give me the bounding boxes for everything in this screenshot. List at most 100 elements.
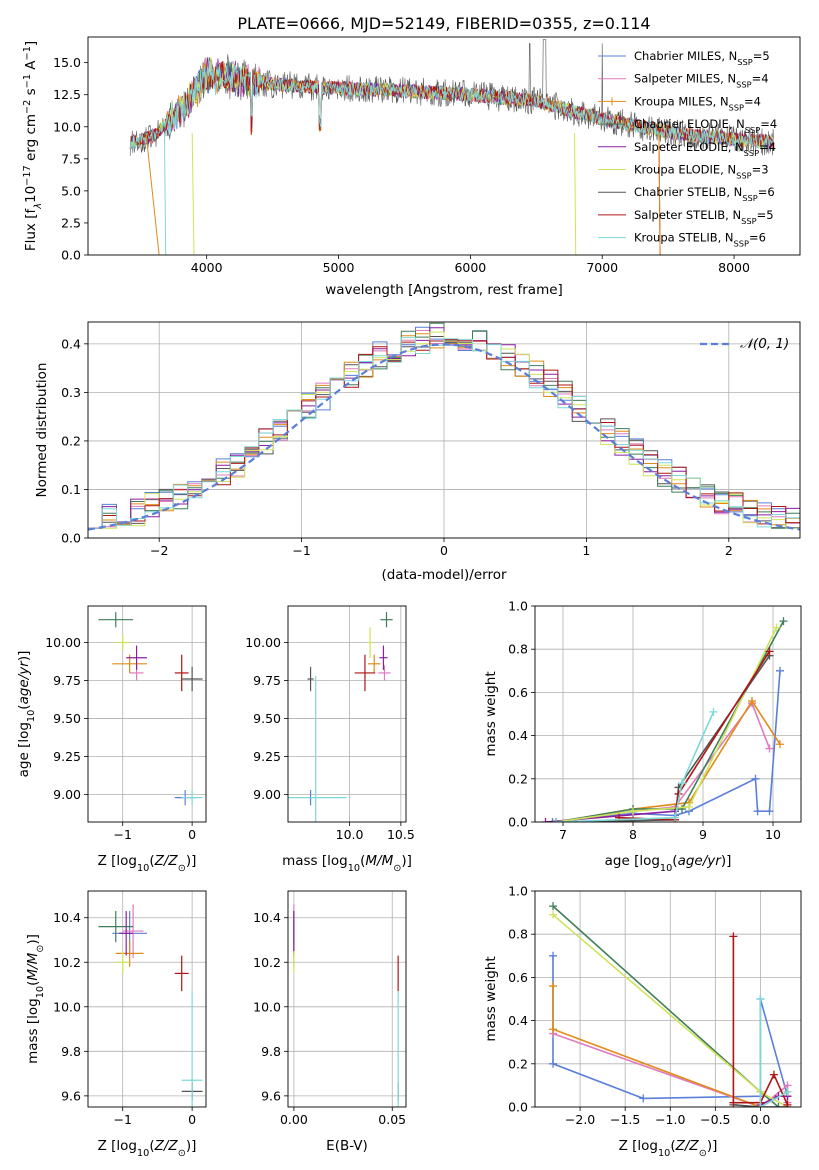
- y-tick-label: 10.4: [53, 910, 81, 925]
- y-tick-label: 10.4: [253, 910, 281, 925]
- plot-area: [88, 322, 800, 531]
- x-tick-label: 9: [699, 827, 707, 842]
- y-tick-label: 9.8: [61, 1044, 81, 1059]
- x-tick-label: 10: [765, 827, 781, 842]
- data-point: [548, 818, 557, 822]
- x-tick-label: −1: [113, 1112, 131, 1127]
- axes-frame: [87, 605, 207, 823]
- x-tick-label: −1: [113, 827, 131, 842]
- chart-mass_vs_EBV: 0.00 0.05 9.6 9.8 10.0 10.2 10.4: [253, 890, 407, 1127]
- x-tick-label: 2: [725, 543, 733, 558]
- x-tick-label: −0.5: [700, 1112, 730, 1127]
- legend-label: Kroupa STELIB, NSSP=6: [634, 231, 766, 249]
- data-point: [549, 910, 558, 919]
- plot-area: [549, 902, 792, 1107]
- data-point: [776, 666, 784, 675]
- data-point: [549, 951, 558, 960]
- x-tick-label: 0: [440, 543, 448, 558]
- y-tick-label: 9.75: [53, 673, 81, 688]
- y-tick-label: 0.3: [61, 385, 81, 400]
- x-tick-label: 8: [629, 827, 637, 842]
- x-axis-label: (data-model)/error: [381, 567, 507, 583]
- x-tick-label: 10.0: [336, 827, 364, 842]
- plot-area: [293, 904, 399, 1107]
- x-axis-label: Z [log10(Z/Z⊙)]: [619, 1138, 718, 1159]
- data-point: [783, 1100, 792, 1107]
- axes-frame: [534, 605, 802, 823]
- x-tick-label: 8000: [718, 260, 750, 275]
- plot-area: [98, 612, 203, 806]
- data-point: [678, 779, 686, 788]
- mass-weight-series-line: [759, 999, 788, 1107]
- y-tick-label: 0.4: [61, 336, 81, 351]
- y-tick-label: 7.5: [61, 151, 81, 166]
- legend: Chabrier MILES, NSSP=5 Salpeter MILES, NS…: [598, 49, 777, 249]
- data-point: [769, 1070, 778, 1079]
- legend-label: Chabrier MILES, NSSP=5: [634, 49, 770, 67]
- y-axis-label: mass weight: [483, 956, 499, 1041]
- y-tick-label: 1.0: [508, 884, 528, 899]
- data-point: [552, 818, 560, 822]
- data-point: [748, 697, 756, 706]
- data-point: [549, 1025, 558, 1034]
- x-tick-label: −1.0: [655, 1112, 685, 1127]
- y-tick-label: 9.25: [53, 749, 81, 764]
- legend-label: Chabrier STELIB, NSSP=6: [634, 185, 775, 203]
- data-point: [756, 1103, 765, 1107]
- y-tick-label: 0.6: [508, 685, 528, 700]
- chart-age_vs_mass: 10.0 10.5 9.00 9.25 9.50 9.75 10.00: [245, 605, 415, 842]
- y-tick-label: 10.2: [253, 955, 281, 970]
- spectrum-edge-line: [574, 133, 577, 255]
- data-point: [639, 1094, 648, 1103]
- y-tick-label: 9.75: [253, 673, 281, 688]
- axes-frame: [87, 321, 801, 539]
- y-tick-label: 10.00: [45, 635, 81, 650]
- data-point: [729, 932, 738, 941]
- x-tick-label: 4000: [191, 260, 223, 275]
- y-axis-label: Normed distribution: [34, 363, 50, 498]
- x-axis-label: wavelength [Angstrom, rest frame]: [325, 282, 563, 298]
- data-point: [751, 774, 760, 783]
- x-axis-label: mass [log10(M/M⊙)]: [282, 853, 412, 874]
- y-tick-label: 0.2: [508, 771, 528, 786]
- data-point: [671, 813, 679, 822]
- mass-weight-series-line: [555, 711, 715, 822]
- axes-frame: [534, 890, 802, 1108]
- y-tick-label: 15.0: [53, 55, 81, 70]
- y-tick-label: 10.2: [53, 955, 81, 970]
- axes-frame: [287, 890, 407, 1108]
- y-tick-label: 0.2: [508, 1056, 528, 1071]
- mass-weight-series-line: [733, 1104, 788, 1107]
- y-tick-label: 0.0: [61, 531, 81, 546]
- x-tick-label: −1.5: [610, 1112, 640, 1127]
- y-tick-label: 10.0: [53, 119, 81, 134]
- y-axis-label: mass weight: [483, 671, 499, 756]
- y-tick-label: 0.0: [61, 248, 81, 263]
- chart-residuals: −2 −1 0 1 2 0.0 0.1 0.2 0.3 0.4: [61, 321, 801, 558]
- x-tick-label: 0.0: [750, 1112, 770, 1127]
- x-tick-label: 1: [582, 543, 590, 558]
- x-tick-label: 0: [188, 1112, 196, 1127]
- data-point: [549, 1059, 558, 1068]
- mass-weight-series-line: [555, 655, 771, 822]
- x-tick-label: 5000: [323, 260, 355, 275]
- y-tick-label: 9.6: [61, 1088, 81, 1103]
- y-tick-label: 0.0: [508, 815, 528, 830]
- data-point: [549, 902, 558, 911]
- y-tick-label: 9.8: [261, 1044, 281, 1059]
- y-tick-label: 0.1: [61, 482, 81, 497]
- data-point: [776, 740, 784, 749]
- plot-area: [98, 904, 203, 1107]
- data-point: [709, 707, 718, 716]
- spectrum-edge-line: [658, 133, 661, 255]
- y-tick-label: 10.0: [253, 999, 281, 1014]
- plot-area: [288, 612, 393, 822]
- mass-weight-series-line: [555, 627, 778, 822]
- chart-age_vs_Z: −1 0 9.00 9.25 9.50 9.75 10.00: [45, 605, 207, 842]
- data-point: [779, 617, 788, 626]
- data-point: [549, 982, 558, 991]
- legend-label: Chabrier ELODIE, NSSP=4: [634, 117, 777, 135]
- legend-label: Kroupa MILES, NSSP=4: [634, 94, 761, 112]
- normal-reference-curve: [88, 343, 800, 531]
- x-tick-label: 0.05: [378, 1112, 406, 1127]
